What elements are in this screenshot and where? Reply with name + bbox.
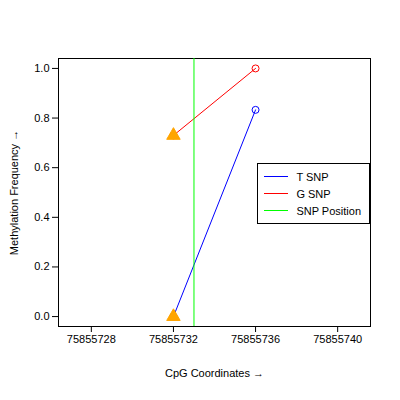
svg-text:0.0: 0.0 xyxy=(34,310,49,322)
html-text:SNP Position: SNP Position xyxy=(296,204,361,217)
svg-text:75855732: 75855732 xyxy=(149,333,198,345)
svg-text:75855736: 75855736 xyxy=(231,333,280,345)
html-text:T SNP: T SNP xyxy=(296,170,329,183)
svg-text:CpG Coordinates →: CpG Coordinates → xyxy=(165,367,264,379)
svg-text:0.4: 0.4 xyxy=(34,211,49,223)
svg-text:0.6: 0.6 xyxy=(34,161,49,173)
svg-text:1.0: 1.0 xyxy=(34,62,49,74)
svg-text:0.8: 0.8 xyxy=(34,112,49,124)
svg-text:75855728: 75855728 xyxy=(67,333,116,345)
svg-text:Methylation Frequency →: Methylation Frequency → xyxy=(8,130,20,255)
svg-text:0.2: 0.2 xyxy=(34,260,49,272)
svg-text:75855740: 75855740 xyxy=(313,333,362,345)
html-text:G SNP: G SNP xyxy=(296,187,331,200)
